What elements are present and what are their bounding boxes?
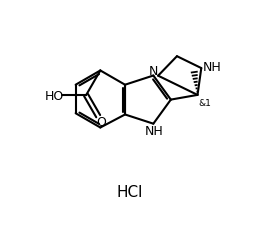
Text: NH: NH	[203, 61, 222, 74]
Text: N: N	[149, 64, 158, 77]
Text: &1: &1	[198, 98, 211, 107]
Text: O: O	[96, 116, 106, 128]
Text: HO: HO	[45, 89, 64, 102]
Text: NH: NH	[145, 125, 164, 137]
Text: HCl: HCl	[117, 184, 143, 199]
